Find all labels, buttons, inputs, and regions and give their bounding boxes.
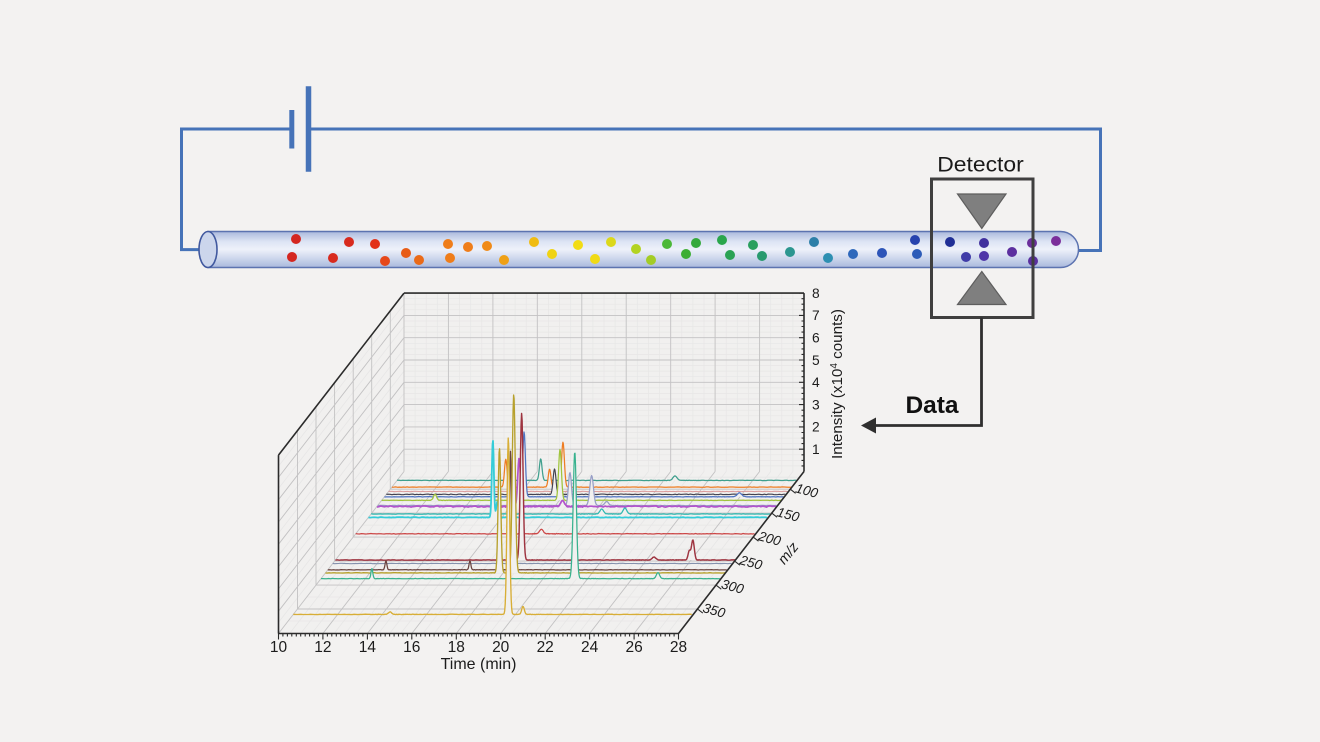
svg-text:6: 6 bbox=[812, 331, 820, 346]
svg-text:1: 1 bbox=[812, 442, 820, 457]
svg-text:28: 28 bbox=[670, 639, 687, 656]
svg-text:20: 20 bbox=[492, 639, 510, 656]
svg-text:4: 4 bbox=[812, 375, 820, 390]
svg-text:3: 3 bbox=[812, 397, 820, 412]
svg-text:250: 250 bbox=[737, 552, 764, 573]
svg-text:Time (min): Time (min) bbox=[441, 656, 517, 673]
svg-text:24: 24 bbox=[581, 639, 599, 656]
svg-text:Intensity (x104 counts): Intensity (x104 counts) bbox=[829, 309, 846, 459]
svg-text:200: 200 bbox=[756, 528, 783, 549]
svg-text:16: 16 bbox=[403, 639, 420, 656]
svg-text:Detector: Detector bbox=[937, 152, 1024, 176]
svg-text:5: 5 bbox=[812, 353, 820, 368]
svg-text:300: 300 bbox=[720, 576, 746, 596]
svg-text:26: 26 bbox=[625, 639, 642, 656]
svg-text:150: 150 bbox=[775, 504, 801, 524]
svg-text:100: 100 bbox=[794, 481, 820, 501]
svg-text:14: 14 bbox=[359, 639, 377, 656]
svg-text:18: 18 bbox=[448, 639, 465, 656]
svg-text:350: 350 bbox=[701, 600, 727, 620]
svg-text:22: 22 bbox=[537, 639, 554, 656]
svg-text:10: 10 bbox=[270, 639, 288, 656]
svg-text:7: 7 bbox=[812, 308, 820, 323]
svg-text:8: 8 bbox=[812, 286, 820, 301]
svg-text:2: 2 bbox=[812, 420, 820, 435]
svg-text:Data: Data bbox=[905, 392, 958, 419]
svg-text:12: 12 bbox=[314, 639, 331, 656]
